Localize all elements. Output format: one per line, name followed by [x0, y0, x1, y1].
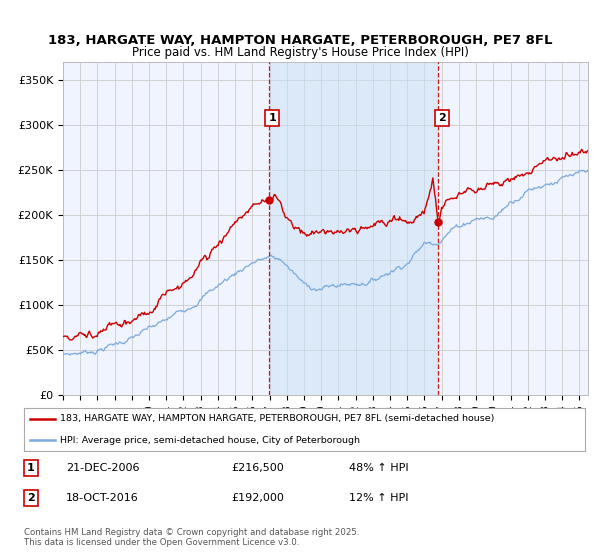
Text: 18-OCT-2016: 18-OCT-2016 [66, 493, 139, 503]
Text: Contains HM Land Registry data © Crown copyright and database right 2025.
This d: Contains HM Land Registry data © Crown c… [24, 528, 359, 547]
Text: 183, HARGATE WAY, HAMPTON HARGATE, PETERBOROUGH, PE7 8FL (semi-detached house): 183, HARGATE WAY, HAMPTON HARGATE, PETER… [61, 414, 495, 423]
Text: 21-DEC-2006: 21-DEC-2006 [66, 463, 140, 473]
Text: £216,500: £216,500 [232, 463, 284, 473]
Text: 1: 1 [27, 463, 35, 473]
Text: 1: 1 [269, 113, 277, 123]
Text: HPI: Average price, semi-detached house, City of Peterborough: HPI: Average price, semi-detached house,… [61, 436, 361, 445]
Text: 2: 2 [438, 113, 446, 123]
Text: Price paid vs. HM Land Registry's House Price Index (HPI): Price paid vs. HM Land Registry's House … [131, 46, 469, 59]
Text: 12% ↑ HPI: 12% ↑ HPI [349, 493, 409, 503]
Text: £192,000: £192,000 [232, 493, 284, 503]
Bar [269, 62, 438, 395]
Text: 183, HARGATE WAY, HAMPTON HARGATE, PETERBOROUGH, PE7 8FL: 183, HARGATE WAY, HAMPTON HARGATE, PETER… [48, 34, 552, 46]
Text: 48% ↑ HPI: 48% ↑ HPI [349, 463, 409, 473]
Text: 2: 2 [27, 493, 35, 503]
